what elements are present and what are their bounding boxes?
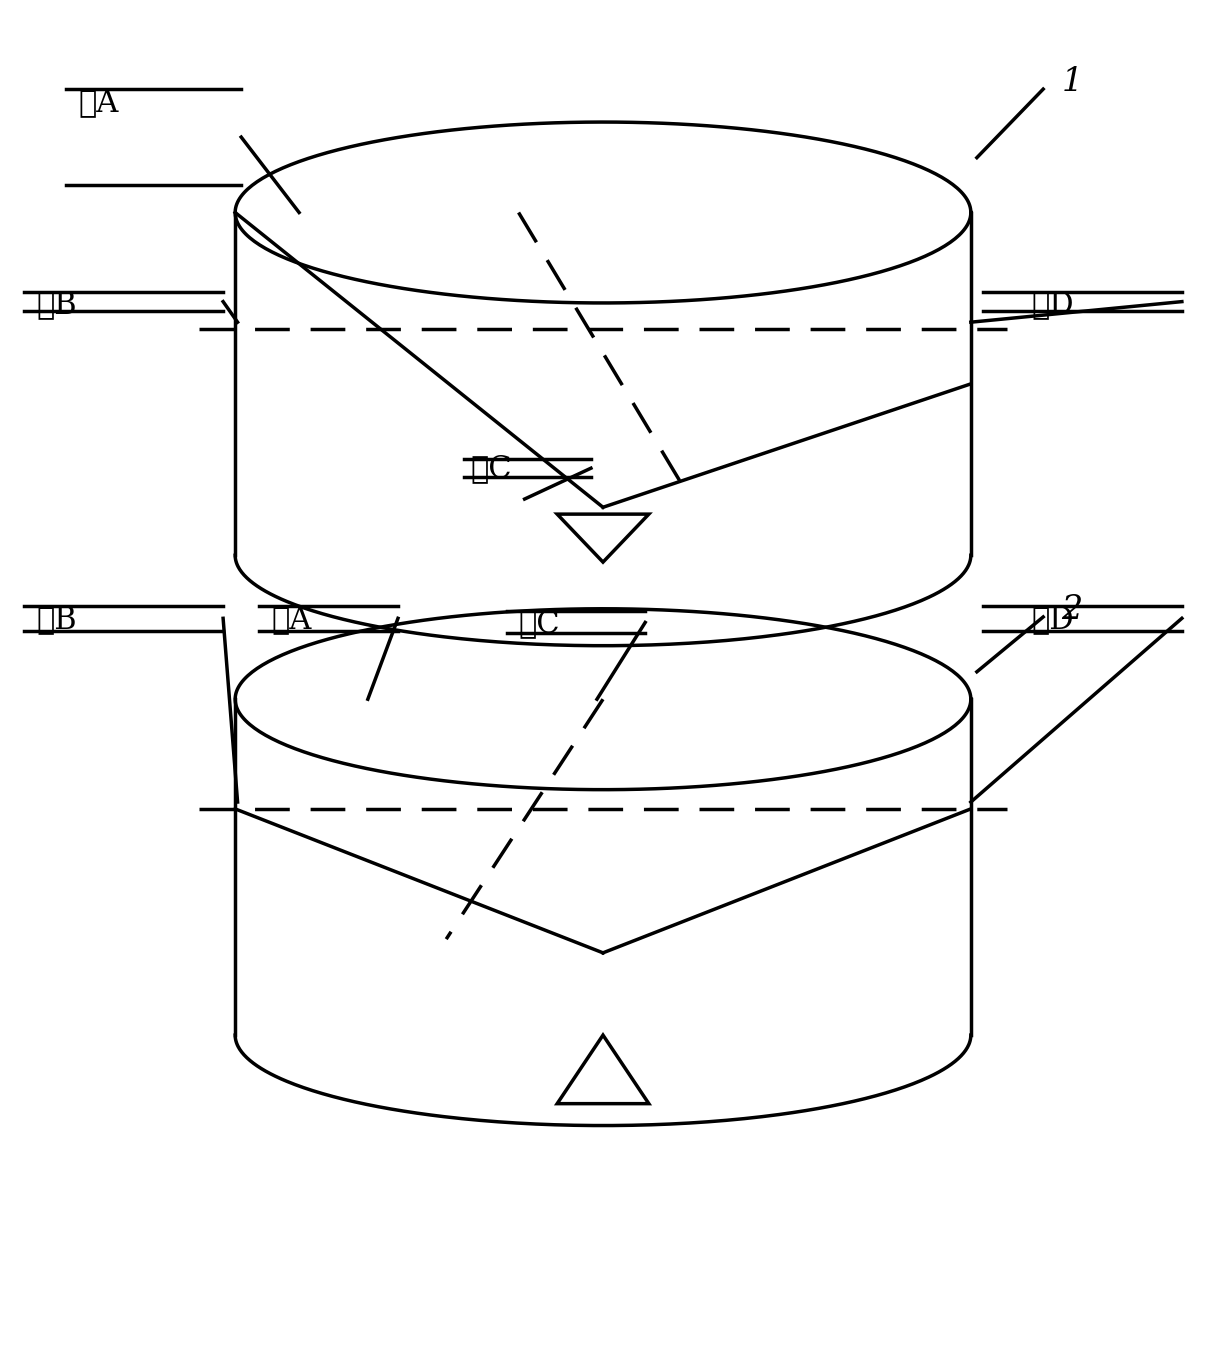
Text: 上B: 上B [36, 289, 77, 319]
Text: 下A: 下A [271, 605, 311, 635]
Text: 下C: 下C [519, 609, 561, 639]
Text: 2: 2 [1061, 594, 1083, 627]
Text: 1: 1 [1061, 66, 1083, 99]
Text: 下D: 下D [1031, 605, 1073, 635]
Text: 下B: 下B [36, 605, 77, 635]
Text: 上A: 上A [78, 88, 118, 118]
Text: 上C: 上C [470, 454, 513, 484]
Text: 上D: 上D [1031, 289, 1073, 319]
